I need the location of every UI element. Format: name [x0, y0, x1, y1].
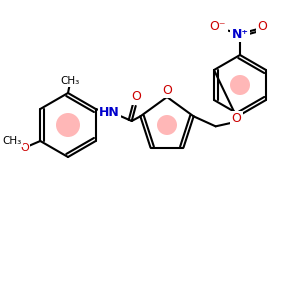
Text: HN: HN: [99, 106, 120, 119]
Text: O: O: [162, 83, 172, 97]
Text: CH₃: CH₃: [60, 76, 80, 86]
Text: O⁻: O⁻: [210, 20, 226, 32]
Text: O: O: [20, 143, 29, 153]
Text: CH₃: CH₃: [3, 136, 22, 146]
Circle shape: [56, 113, 80, 137]
Circle shape: [157, 115, 177, 135]
Text: O: O: [232, 112, 242, 125]
Text: O: O: [131, 91, 141, 103]
Text: N⁺: N⁺: [232, 28, 248, 40]
Circle shape: [230, 75, 250, 95]
Text: O: O: [257, 20, 267, 32]
